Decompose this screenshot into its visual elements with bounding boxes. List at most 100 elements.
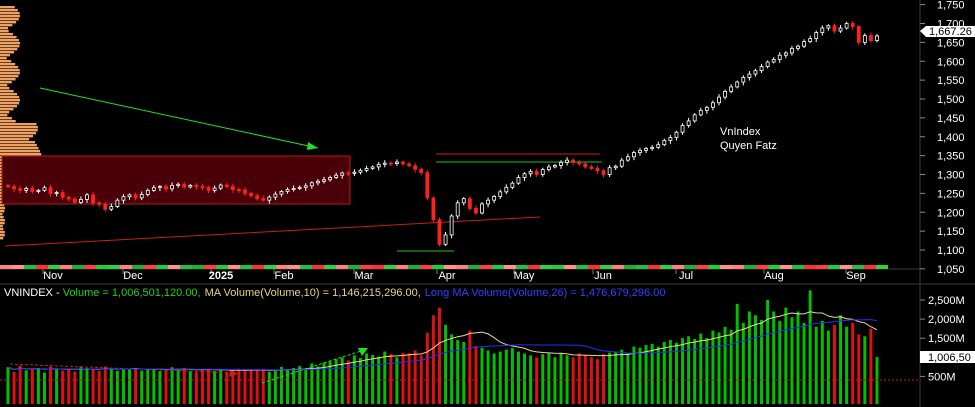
volume-bar (456, 340, 460, 404)
volume-tick-label: 500M (928, 371, 956, 383)
volume-rising-trend (261, 349, 365, 384)
profile-bar (0, 60, 12, 63)
y-tick-label: 1,150 (937, 226, 965, 238)
volume-bar (18, 365, 22, 404)
volume-bar (328, 361, 332, 404)
volume-bar (845, 326, 849, 404)
candle-body (449, 215, 454, 236)
candle-body (826, 25, 831, 29)
volume-bar (656, 346, 660, 404)
volume-falling-arrow (229, 369, 238, 377)
profile-bar (0, 99, 20, 102)
candle-body (316, 180, 320, 184)
candle-body (54, 192, 59, 195)
volume-bar (140, 370, 144, 404)
strip-segment (744, 265, 756, 269)
volume-bar (182, 367, 186, 404)
strip-segment (444, 265, 456, 269)
profile-bar (0, 147, 39, 150)
candle-body (103, 203, 108, 210)
volume-bar (826, 330, 830, 404)
strip-segment (228, 265, 240, 269)
candle-body (461, 198, 466, 204)
volume-bar (753, 315, 757, 404)
volume-bar (395, 357, 399, 404)
candle-body (650, 146, 655, 149)
candle-body (91, 194, 95, 204)
volume-bar (36, 367, 40, 404)
strip-segment (324, 265, 336, 269)
volume-rising-arrow (358, 348, 368, 356)
strip-segment (804, 265, 816, 269)
candle-body (121, 196, 126, 201)
volume-bar (699, 333, 703, 404)
strip-segment (576, 265, 588, 269)
candle-body (79, 199, 83, 203)
volume-bar (547, 353, 551, 404)
strip-segment (852, 265, 864, 269)
volume-bar (158, 371, 162, 404)
volume-bar (67, 368, 71, 404)
volume-bar (6, 367, 10, 404)
volume-bar (474, 345, 478, 404)
volume-bar (42, 372, 46, 404)
y-tick-label: 1,550 (937, 75, 965, 87)
volume-bar (377, 356, 381, 404)
volume-bar (213, 371, 217, 404)
candle-body (255, 195, 260, 200)
volume-bar (450, 334, 454, 404)
candle-body (832, 25, 837, 32)
x-tick-label: Jul (679, 270, 693, 282)
green-trendline (39, 87, 319, 149)
candle-body (777, 54, 782, 60)
y-tick-label: 1,200 (937, 207, 965, 219)
strip-segment (348, 265, 360, 269)
strip-segment (156, 265, 168, 269)
x-tick-label: Aug (764, 270, 784, 282)
profile-bar (0, 213, 3, 216)
strip-segment (264, 265, 276, 269)
volume-bar (109, 368, 113, 404)
strip-segment (732, 265, 744, 269)
candle-body (510, 182, 515, 188)
profile-bar (0, 72, 20, 75)
volume-bar (735, 303, 739, 404)
volume-last-tag (920, 351, 975, 363)
annotation-vnindex: VnIndex (720, 126, 761, 138)
volume-bar (632, 346, 636, 404)
strip-segment (240, 265, 252, 269)
candle-body (589, 166, 594, 169)
volume-bar (273, 371, 277, 404)
volume-bar (668, 340, 672, 404)
ma26-line (7, 319, 878, 371)
volume-bar (12, 371, 16, 404)
y-tick-label: 1,400 (937, 132, 965, 144)
month-color-strip (0, 265, 888, 269)
strip-segment (648, 265, 660, 269)
strip-segment (768, 265, 780, 269)
strip-segment (708, 265, 720, 269)
candle-body (279, 191, 284, 195)
strip-segment (204, 265, 216, 269)
strip-segment (36, 265, 48, 269)
x-tick-label: Apr (438, 270, 455, 282)
volume-bar (705, 338, 709, 404)
candle-body (862, 35, 867, 43)
legend-volume: Volume = 1,006,501,120.00, (63, 287, 201, 299)
profile-bar (0, 39, 20, 42)
candle-body (680, 125, 685, 133)
volume-bar (614, 351, 618, 404)
strip-segment (564, 265, 576, 269)
volume-bar (30, 369, 34, 404)
strip-segment (372, 265, 384, 269)
candle-body (662, 140, 667, 146)
profile-bar (0, 21, 17, 24)
volume-bar (790, 317, 794, 404)
candle-body (413, 165, 418, 170)
candle-body (85, 194, 89, 200)
candle-body (328, 177, 332, 181)
profile-bar (0, 207, 5, 210)
volume-bar (565, 355, 569, 404)
volume-bar (24, 370, 28, 404)
profile-bar (0, 129, 38, 132)
